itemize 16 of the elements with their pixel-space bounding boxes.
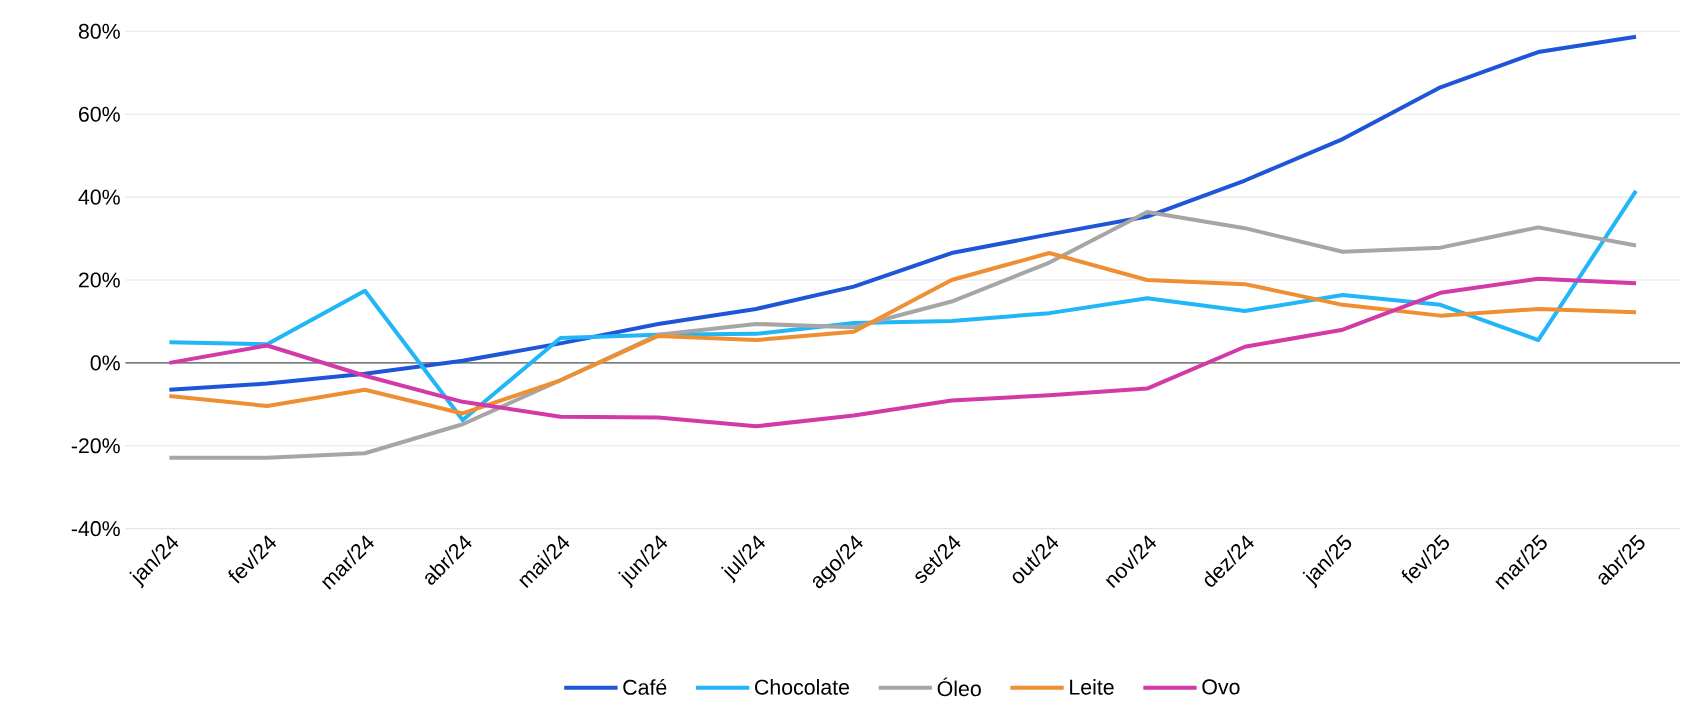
y-tick-label: 40% [78, 189, 120, 205]
line-series [167, 188, 1639, 423]
y-tick-label: 0% [90, 355, 120, 371]
line-series [167, 276, 1639, 429]
y-tick-label: -40% [71, 521, 120, 537]
y-tick-label: 80% [78, 23, 120, 39]
legend-label: Chocolate [755, 679, 850, 695]
y-tick-label: -20% [71, 438, 120, 454]
y-tick-label: 20% [79, 272, 120, 288]
line-series [167, 251, 1639, 416]
legend-label: Óleo [937, 677, 981, 697]
y-tick-label: 60% [79, 106, 120, 122]
legend-label: Leite [1070, 679, 1114, 695]
legend-label: Ovo [1202, 679, 1240, 695]
legend-label: Café [623, 678, 667, 695]
line-series [167, 34, 1639, 392]
